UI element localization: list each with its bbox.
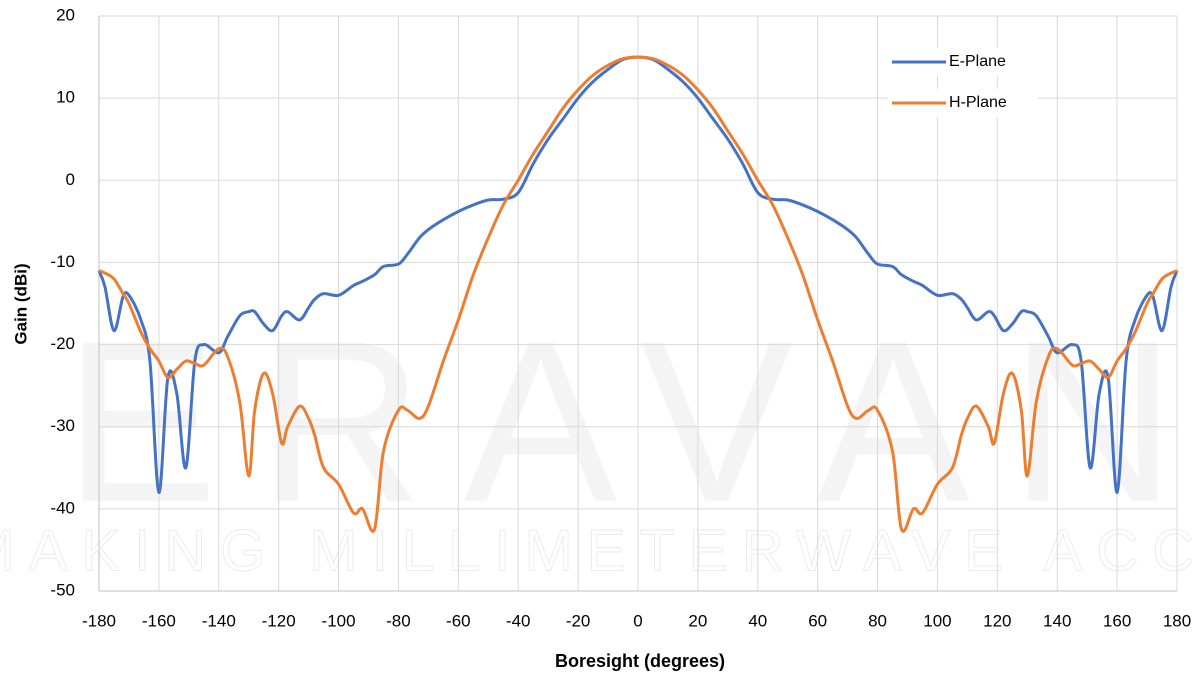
y-tick-label: 0 [66, 170, 75, 189]
y-tick-label: -40 [50, 498, 75, 517]
legend-label: E-Plane [949, 53, 1006, 70]
x-tick-label: 20 [688, 611, 707, 630]
watermark-tagline: MAKING MILLIMETERWAVE ACCES [0, 518, 1200, 583]
x-tick-label: 100 [923, 611, 951, 630]
x-axis-title: Boresight (degrees) [555, 651, 725, 671]
x-tick-label: -120 [262, 611, 296, 630]
x-tick-label: 80 [868, 611, 887, 630]
x-tick-label: -60 [446, 611, 471, 630]
x-tick-label: 120 [983, 611, 1011, 630]
x-tick-label: 60 [808, 611, 827, 630]
legend-label: H-Plane [949, 94, 1007, 111]
y-tick-label: -20 [50, 334, 75, 353]
watermark: ERAVAN [64, 293, 1200, 550]
x-tick-label: -180 [82, 611, 116, 630]
x-tick-label: 0 [633, 611, 642, 630]
x-tick-label: -100 [322, 611, 356, 630]
x-tick-label: -80 [386, 611, 411, 630]
x-tick-label: -160 [142, 611, 176, 630]
x-tick-label: 140 [1043, 611, 1071, 630]
series-line [98, 55, 1178, 533]
y-tick-label: 20 [56, 5, 75, 24]
y-tick-label: -10 [50, 252, 75, 271]
x-tick-label: -140 [202, 611, 236, 630]
y-tick-label: 10 [56, 88, 75, 107]
x-tick-label: -20 [566, 611, 591, 630]
x-tick-label: 180 [1163, 611, 1191, 630]
y-tick-label: -50 [50, 580, 75, 599]
y-axis-title: Gain (dBi) [11, 263, 30, 344]
x-tick-label: -40 [506, 611, 531, 630]
x-tick-label: 160 [1103, 611, 1131, 630]
y-tick-label: -30 [50, 416, 75, 435]
x-tick-label: 40 [748, 611, 767, 630]
